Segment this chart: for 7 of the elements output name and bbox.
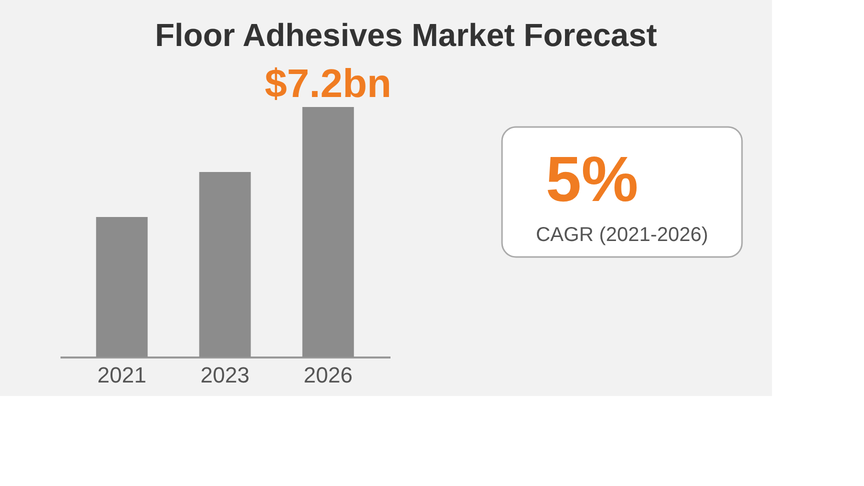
x-tick-label: 2021 bbox=[97, 362, 146, 388]
text: CAGR (2021-2026) bbox=[536, 224, 708, 246]
chart-title: Floor Adhesives Market Forecast bbox=[154, 17, 658, 53]
text: 5% bbox=[546, 143, 638, 215]
x-tick-label: 2023 bbox=[200, 362, 250, 388]
x-tick-label: 2026 bbox=[304, 362, 353, 388]
text: $7.2bn bbox=[264, 62, 392, 106]
